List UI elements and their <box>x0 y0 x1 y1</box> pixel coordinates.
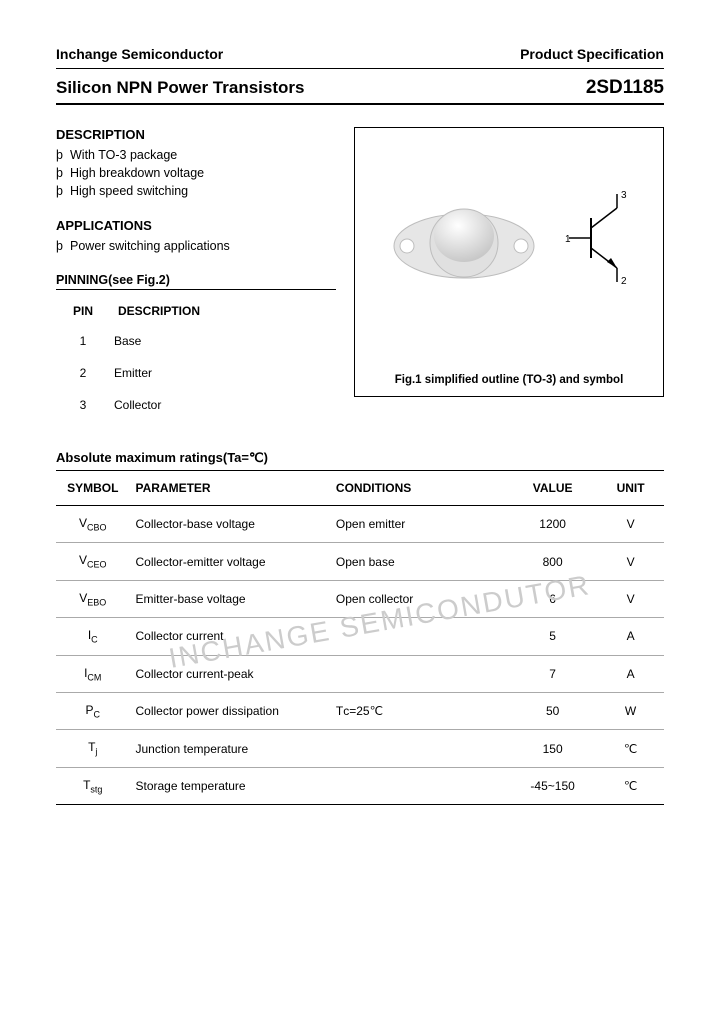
title-rule <box>56 103 664 105</box>
cell-value: 5 <box>508 618 597 655</box>
cell-unit: V <box>597 543 664 580</box>
cell-unit: W <box>597 692 664 729</box>
table-row: PCCollector power dissipationTᴄ=25℃50W <box>56 692 664 729</box>
header-left: Inchange Semiconductor <box>56 46 223 62</box>
cell-value: 6 <box>508 580 597 617</box>
cell-parameter: Storage temperature <box>129 767 329 804</box>
cell-unit: A <box>597 655 664 692</box>
left-column: DESCRIPTION þWith TO-3 package þHigh bre… <box>56 127 336 422</box>
table-row: ICMCollector current-peak 7A <box>56 655 664 692</box>
ratings-heading: Absolute maximum ratings(Ta=℃) <box>56 450 664 466</box>
cell-conditions: Tᴄ=25℃ <box>330 692 508 729</box>
cell-parameter: Junction temperature <box>129 730 329 767</box>
cell-symbol: Tj <box>56 730 129 767</box>
cell-parameter: Collector current-peak <box>129 655 329 692</box>
header-rule <box>56 68 664 69</box>
table-header-row: SYMBOL PARAMETER CONDITIONS VALUE UNIT <box>56 471 664 506</box>
pin-label: 1 <box>565 234 571 245</box>
cell-parameter: Collector-emitter voltage <box>129 543 329 580</box>
col-conditions: CONDITIONS <box>330 471 508 506</box>
cell-value: 50 <box>508 692 597 729</box>
cell-unit: V <box>597 506 664 543</box>
pin-col-header: PIN <box>58 298 108 324</box>
ratings-body: VCBOCollector-base voltageOpen emitter12… <box>56 506 664 805</box>
description-item: þHigh breakdown voltage <box>56 164 336 182</box>
cell-conditions <box>330 730 508 767</box>
header-right: Product Specification <box>520 46 664 62</box>
pinning-table: PIN DESCRIPTION 1Base 2Emitter 3Collecto… <box>56 296 336 422</box>
cell-value: 800 <box>508 543 597 580</box>
cell-symbol: ICM <box>56 655 129 692</box>
cell-parameter: Collector-base voltage <box>129 506 329 543</box>
figure-column: 1 3 2 Fig.1 simplified outline (TO-3) an… <box>354 127 664 422</box>
table-row: TstgStorage temperature -45~150℃ <box>56 767 664 804</box>
description-item: þHigh speed switching <box>56 182 336 200</box>
upper-section: DESCRIPTION þWith TO-3 package þHigh bre… <box>56 127 664 422</box>
figure-caption: Fig.1 simplified outline (TO-3) and symb… <box>395 374 624 386</box>
cell-conditions: Open collector <box>330 580 508 617</box>
description-item: þWith TO-3 package <box>56 146 336 164</box>
cell-conditions <box>330 618 508 655</box>
applications-list: þPower switching applications <box>56 237 336 255</box>
cell-unit: ℃ <box>597 730 664 767</box>
col-symbol: SYMBOL <box>56 471 129 506</box>
pin-label: 3 <box>621 190 627 201</box>
description-list: þWith TO-3 package þHigh breakdown volta… <box>56 146 336 200</box>
table-row: 1Base <box>58 326 334 356</box>
cell-conditions <box>330 767 508 804</box>
ratings-table: SYMBOL PARAMETER CONDITIONS VALUE UNIT V… <box>56 470 664 805</box>
product-family: Silicon NPN Power Transistors <box>56 78 304 98</box>
transistor-symbol-icon: 1 3 2 <box>565 188 637 288</box>
cell-parameter: Collector current <box>129 618 329 655</box>
title-row: Silicon NPN Power Transistors 2SD1185 <box>56 77 664 99</box>
cell-value: 7 <box>508 655 597 692</box>
cell-parameter: Collector power dissipation <box>129 692 329 729</box>
cell-unit: ℃ <box>597 767 664 804</box>
description-heading: DESCRIPTION <box>56 127 336 142</box>
part-number: 2SD1185 <box>586 77 664 99</box>
table-row: TjJunction temperature 150℃ <box>56 730 664 767</box>
table-row: VEBOEmitter-base voltageOpen collector6V <box>56 580 664 617</box>
col-parameter: PARAMETER <box>129 471 329 506</box>
table-row: VCBOCollector-base voltageOpen emitter12… <box>56 506 664 543</box>
table-row: 3Collector <box>58 390 334 420</box>
applications-item: þPower switching applications <box>56 237 336 255</box>
cell-conditions <box>330 655 508 692</box>
table-row: VCEOCollector-emitter voltageOpen base80… <box>56 543 664 580</box>
cell-conditions: Open base <box>330 543 508 580</box>
figure-box: 1 3 2 Fig.1 simplified outline (TO-3) an… <box>354 127 664 397</box>
pinning-heading: PINNING(see Fig.2) <box>56 273 336 290</box>
table-header-row: PIN DESCRIPTION <box>58 298 334 324</box>
pin-label: 2 <box>621 276 627 287</box>
table-row: ICCollector current 5A <box>56 618 664 655</box>
cell-conditions: Open emitter <box>330 506 508 543</box>
cell-symbol: IC <box>56 618 129 655</box>
cell-symbol: VEBO <box>56 580 129 617</box>
cell-value: 150 <box>508 730 597 767</box>
to3-package-icon <box>389 198 539 288</box>
cell-symbol: VCEO <box>56 543 129 580</box>
cell-symbol: Tstg <box>56 767 129 804</box>
cell-unit: V <box>597 580 664 617</box>
cell-unit: A <box>597 618 664 655</box>
col-unit: UNIT <box>597 471 664 506</box>
cell-symbol: PC <box>56 692 129 729</box>
applications-heading: APPLICATIONS <box>56 218 336 233</box>
page-header: Inchange Semiconductor Product Specifica… <box>56 46 664 68</box>
desc-col-header: DESCRIPTION <box>110 298 334 324</box>
col-value: VALUE <box>508 471 597 506</box>
cell-parameter: Emitter-base voltage <box>129 580 329 617</box>
cell-symbol: VCBO <box>56 506 129 543</box>
table-row: 2Emitter <box>58 358 334 388</box>
cell-value: 1200 <box>508 506 597 543</box>
cell-value: -45~150 <box>508 767 597 804</box>
